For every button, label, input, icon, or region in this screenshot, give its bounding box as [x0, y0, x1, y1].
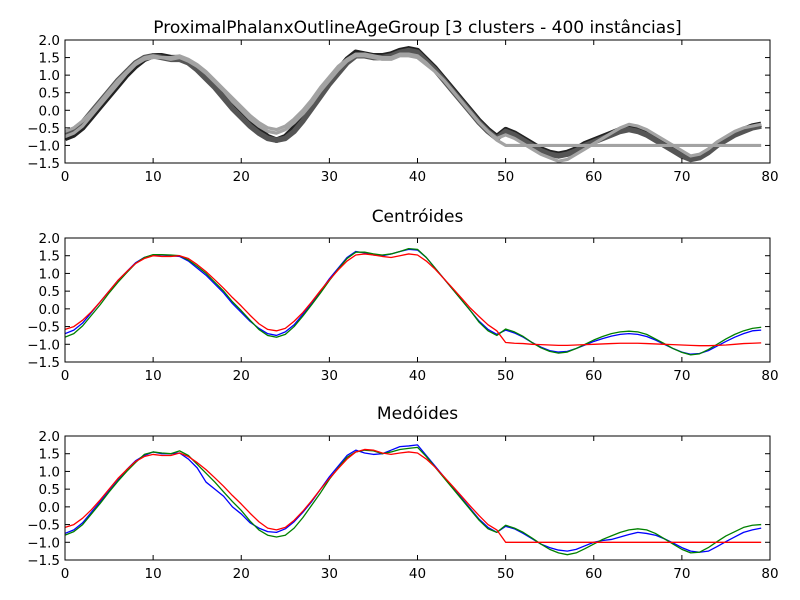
y-tick-label: 0.5	[39, 284, 60, 300]
centroids-series-group	[65, 247, 762, 356]
panel-instances: 0 10 20 30 40 50 60 70 80 2.0 1.51.0 0.50.0 −0.5−1.0…	[27, 18, 778, 185]
instance-line-light-b	[65, 52, 762, 163]
x-tick-label: 20	[233, 169, 250, 185]
x-tick-label: 50	[497, 566, 514, 582]
medoid-line-red	[65, 448, 762, 543]
y-tick-label: 2.0	[39, 231, 60, 247]
y-tick-label: 1.5	[39, 447, 60, 463]
y-tick-label: −0.5	[27, 320, 60, 336]
instances-series-group	[65, 46, 762, 163]
y-tick-label: −1.0	[27, 337, 60, 353]
instance-line-light	[65, 54, 762, 148]
x-tick-label: 60	[585, 566, 602, 582]
x-tick-label: 0	[61, 169, 70, 185]
x-tick-label: 0	[61, 368, 70, 384]
x-tick-label: 10	[145, 169, 162, 185]
centroid-line-red	[65, 253, 762, 347]
x-tick-label: 0	[61, 566, 70, 582]
y-tick-label: −1.5	[27, 156, 60, 172]
instance-line-mid	[65, 47, 762, 163]
y-tick-label: 2.0	[39, 429, 60, 445]
x-tick-label: 50	[497, 169, 514, 185]
medoid-line-green	[65, 446, 762, 556]
x-tick-label: 50	[497, 368, 514, 384]
centroids-title: Centróides	[372, 207, 464, 227]
x-tick-label: 40	[409, 169, 426, 185]
x-tick-label: 40	[409, 566, 426, 582]
y-tick-label: 2.0	[39, 33, 60, 49]
medoids-series-group	[65, 444, 762, 556]
medoids-title: Medóides	[377, 404, 458, 424]
x-tick-label: 70	[673, 566, 690, 582]
x-tick-label: 30	[321, 169, 338, 185]
x-tick-label: 60	[585, 368, 602, 384]
x-tick-label: 70	[673, 169, 690, 185]
y-tick-label: 0.0	[39, 103, 60, 119]
x-tick-label: 80	[761, 368, 778, 384]
y-tick-label: −0.5	[27, 121, 60, 137]
x-tick-label: 70	[673, 368, 690, 384]
y-tick-label: −1.5	[27, 355, 60, 371]
y-tick-label: −1.0	[27, 535, 60, 551]
x-tick-label: 40	[409, 368, 426, 384]
y-tick-label: −1.5	[27, 553, 60, 569]
y-tick-label: 0.5	[39, 86, 60, 102]
x-tick-label: 20	[233, 566, 250, 582]
y-tick-label: 1.5	[39, 249, 60, 265]
centroid-line-blue	[65, 248, 762, 355]
y-tick-label: −1.0	[27, 138, 60, 154]
x-tick-label: 60	[585, 169, 602, 185]
y-tick-label: 0.5	[39, 482, 60, 498]
x-tick-label: 10	[145, 368, 162, 384]
y-tick-label: 1.5	[39, 51, 60, 67]
x-tick-label: 30	[321, 566, 338, 582]
x-tick-label: 20	[233, 368, 250, 384]
y-tick-label: 0.0	[39, 302, 60, 318]
y-tick-label: 0.0	[39, 500, 60, 516]
x-tick-label: 10	[145, 566, 162, 582]
medoids-axes-frame	[64, 435, 771, 561]
medoid-line-blue	[65, 444, 762, 553]
y-tick-label: 1.0	[39, 68, 60, 84]
x-tick-label: 80	[761, 169, 778, 185]
panel-centroids: 0 10 20 30 40 50 60 70 80 2.0 1.51.0 0.5 0.0 −0.5−1.0…	[27, 207, 778, 384]
y-tick-label: 1.0	[39, 464, 60, 480]
panel-medoids: 0 10 20 30 40 50 60 70 80 2.0 1.51.0 0.5 0.0 −0.5−1.0…	[27, 404, 778, 582]
instances-title: ProximalPhalanxOutlineAgeGroup [3 cluste…	[153, 18, 681, 38]
centroid-line-green	[65, 247, 762, 356]
x-tick-label: 80	[761, 566, 778, 582]
y-tick-label: 1.0	[39, 266, 60, 282]
x-tick-label: 30	[321, 368, 338, 384]
y-tick-label: −0.5	[27, 518, 60, 534]
